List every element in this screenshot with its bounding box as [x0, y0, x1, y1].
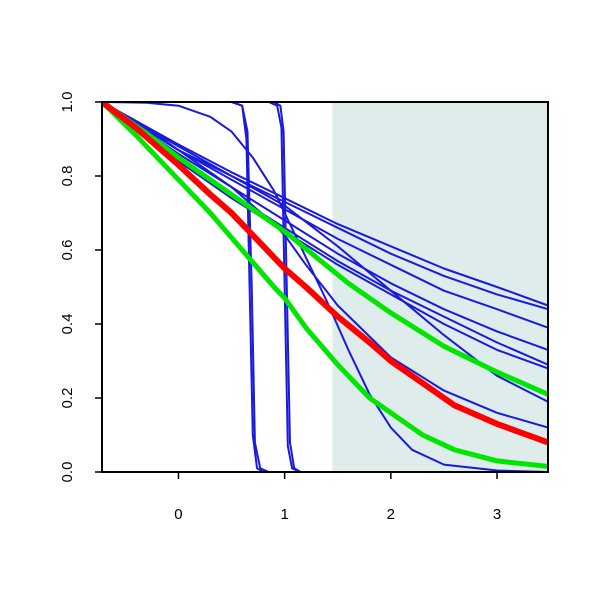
series-line-2 [102, 102, 548, 311]
shaded-region [332, 102, 548, 472]
series-line-1 [102, 102, 548, 307]
series-line-16 [102, 102, 548, 446]
axis-layer: 0 1 2 3 0.0 0.2 0.4 0.6 0.8 1.0 [59, 92, 549, 523]
y-tick-label: 1.0 [59, 92, 76, 113]
y-tick-label: 0.4 [59, 314, 76, 335]
x-tick-label: 0 [174, 506, 182, 523]
series-line-10 [102, 102, 548, 472]
y-tick-label: 0.2 [59, 388, 76, 409]
series-line-15 [102, 102, 548, 469]
series-line-13 [102, 102, 548, 472]
x-tick-label: 1 [280, 506, 288, 523]
series-line-9 [102, 102, 548, 472]
y-tick-label: 0.6 [59, 240, 76, 261]
series-layer [102, 102, 548, 472]
series-line-6 [102, 102, 548, 370]
y-tick-label: 0.0 [59, 462, 76, 483]
plot-frame [101, 101, 549, 473]
x-tick-label: 2 [387, 506, 395, 523]
shaded-region-layer [332, 102, 548, 472]
series-line-3 [102, 102, 548, 329]
y-tick-label: 0.8 [59, 166, 76, 187]
series-line-14 [102, 102, 548, 397]
series-line-4 [102, 102, 548, 351]
x-tick-label: 3 [493, 506, 501, 523]
